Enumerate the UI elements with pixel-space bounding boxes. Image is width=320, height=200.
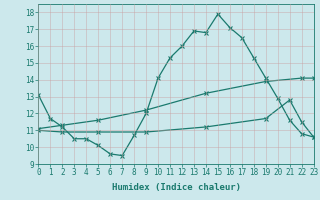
X-axis label: Humidex (Indice chaleur): Humidex (Indice chaleur) bbox=[111, 183, 241, 192]
